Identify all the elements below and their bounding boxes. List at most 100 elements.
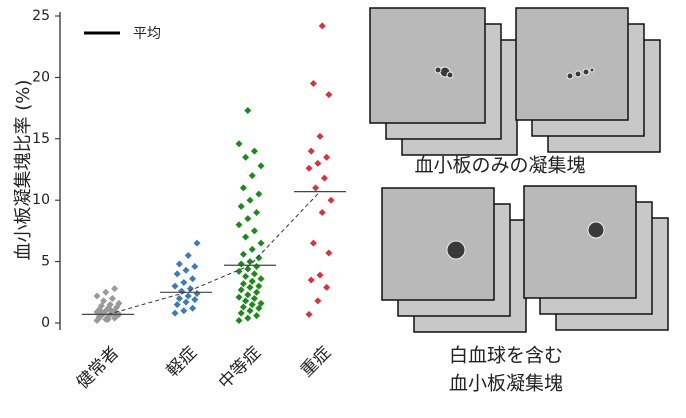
point (312, 184, 319, 191)
figure: 血小板凝集塊比率 (%) 平均 血小板のみの凝集塊 白血球を含む 血小板凝集塊 … (0, 0, 686, 414)
point (317, 133, 324, 140)
point (236, 221, 243, 228)
cell (590, 68, 594, 72)
point (251, 148, 258, 155)
x-tick-label: 軽症 (163, 343, 201, 381)
image-frame (524, 186, 636, 298)
point (321, 175, 328, 182)
point (240, 251, 247, 258)
point (323, 284, 330, 291)
point (308, 277, 315, 284)
point (178, 288, 185, 295)
point (249, 278, 256, 285)
point (242, 273, 249, 280)
point (236, 317, 243, 324)
point (176, 295, 183, 302)
image-frame (516, 8, 628, 120)
point (314, 297, 321, 304)
point (258, 162, 265, 169)
point (174, 270, 181, 277)
point (172, 283, 179, 290)
point (255, 191, 262, 198)
point (258, 240, 265, 247)
point (319, 22, 326, 29)
y-tick-label: 20 (32, 69, 50, 85)
point (191, 296, 198, 303)
point (111, 285, 118, 292)
point (194, 290, 201, 297)
point (236, 294, 243, 301)
point (240, 304, 247, 311)
point (249, 301, 256, 308)
point (244, 291, 251, 298)
point (310, 80, 317, 87)
point (317, 272, 324, 279)
x-tick-label: 健常者 (73, 343, 123, 393)
point (242, 154, 249, 161)
point (240, 280, 247, 287)
point (255, 283, 262, 290)
point (176, 261, 183, 268)
cell (588, 222, 604, 238)
point (238, 310, 245, 317)
cell (567, 73, 573, 79)
point (247, 258, 254, 265)
point (238, 203, 245, 210)
point (310, 240, 317, 247)
point (306, 311, 313, 318)
point (94, 292, 101, 299)
point (253, 289, 260, 296)
point (242, 234, 249, 241)
cell (435, 67, 441, 73)
point (244, 315, 251, 322)
point (187, 285, 194, 292)
legend-label: 平均 (133, 26, 161, 42)
point (180, 307, 187, 314)
point (253, 209, 260, 216)
point (251, 295, 258, 302)
point (247, 197, 254, 204)
point (325, 250, 332, 257)
point (328, 197, 335, 204)
image-frame (370, 8, 485, 123)
point (189, 275, 196, 282)
x-tick-label: 重症 (297, 343, 335, 381)
point (102, 289, 109, 296)
point (189, 305, 196, 312)
point (249, 172, 256, 179)
point (109, 295, 116, 302)
point (314, 160, 321, 167)
cell (575, 71, 581, 77)
cell (447, 72, 453, 78)
point (244, 215, 251, 222)
point (238, 286, 245, 293)
point (236, 140, 243, 147)
point (242, 297, 249, 304)
cell (583, 69, 589, 75)
point (238, 261, 245, 268)
point (185, 252, 192, 259)
point (306, 165, 313, 172)
point (319, 209, 326, 216)
point (251, 270, 258, 277)
point (308, 148, 315, 155)
image-frame (382, 188, 494, 300)
point (172, 310, 179, 317)
x-tick-label: 中等症 (215, 343, 265, 393)
caption: 血小板のみの凝集塊 (414, 155, 585, 177)
point (253, 263, 260, 270)
point (247, 307, 254, 314)
point (174, 301, 181, 308)
y-axis-label: 血小板凝集塊比率 (%) (13, 80, 34, 261)
cell (447, 241, 465, 259)
point (183, 299, 190, 306)
y-tick-label: 5 (41, 254, 50, 270)
point (253, 312, 260, 319)
point (183, 267, 190, 274)
point (180, 279, 187, 286)
y-tick-label: 25 (32, 8, 50, 24)
y-tick-label: 15 (32, 131, 50, 147)
point (240, 184, 247, 191)
point (185, 292, 192, 299)
point (191, 263, 198, 270)
